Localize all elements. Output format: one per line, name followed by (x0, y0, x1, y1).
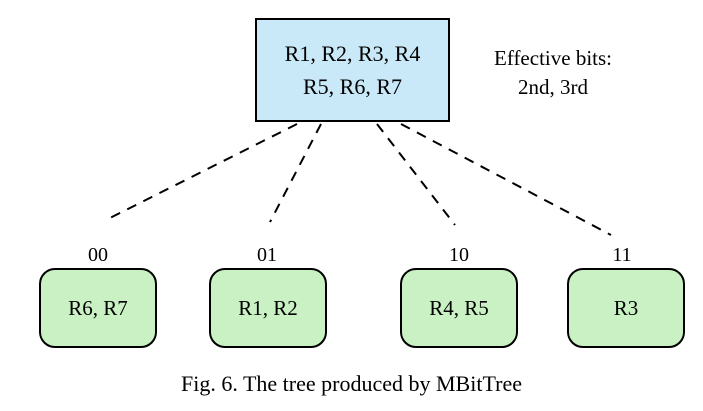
leaf-node-11: R3 (567, 268, 685, 348)
effective-bits-note: Effective bits: 2nd, 3rd (478, 44, 628, 102)
root-node-line-1: R1, R2, R3, R4 (284, 41, 421, 66)
effective-bits-value: 2nd, 3rd (518, 75, 588, 99)
effective-bits-label: Effective bits: (494, 46, 612, 70)
figure-caption: Fig. 6. The tree produced by MBitTree (181, 371, 522, 396)
edge-label-11: 11 (612, 244, 632, 266)
leaf-node-01: R1, R2 (209, 268, 327, 348)
edge-10 (376, 123, 456, 226)
leaf-node-00: R6, R7 (39, 268, 157, 348)
root-node: R1, R2, R3, R4 R5, R6, R7 (255, 18, 450, 122)
leaf-node-10: R4, R5 (400, 268, 518, 348)
root-node-line-2: R5, R6, R7 (302, 74, 403, 99)
leaf-node-label: R4, R5 (429, 295, 489, 320)
edge-00 (105, 123, 298, 221)
edge-01 (269, 123, 322, 223)
leaf-node-label: R1, R2 (238, 295, 298, 320)
edge-label-01: 01 (257, 244, 277, 266)
edge-label-10: 10 (449, 244, 469, 266)
leaf-node-label: R3 (613, 295, 639, 320)
leaf-node-label: R6, R7 (68, 295, 128, 320)
edge-11 (400, 123, 612, 236)
edge-label-00: 00 (88, 244, 108, 266)
